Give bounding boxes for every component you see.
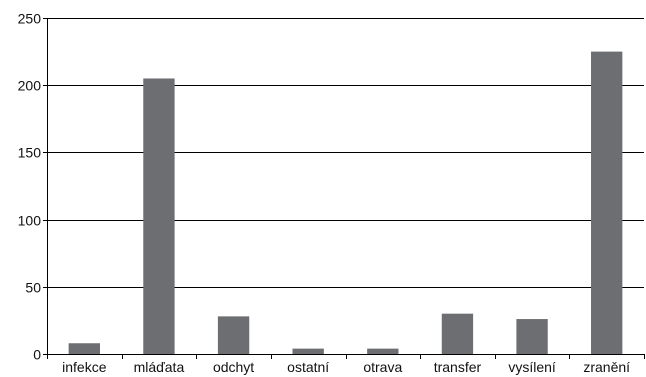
y-tick-label-0: 0 (33, 347, 41, 363)
x-category-label-zranění: zranění (583, 359, 630, 375)
gridlines (47, 18, 644, 288)
bar-vysílení (516, 319, 548, 354)
y-tick-label-50: 50 (25, 280, 41, 296)
x-category-label-vysílení: vysílení (508, 359, 556, 375)
x-category-label-infekce: infekce (62, 359, 107, 375)
bar-mláďata (143, 78, 175, 354)
axes (43, 18, 645, 359)
bar-otrava (367, 348, 399, 354)
bars (68, 51, 623, 354)
bar-infekce (68, 343, 100, 354)
y-tick-label-200: 200 (18, 78, 42, 94)
x-category-labels: infekce mláďata odchyt ostatní otrava transfe… (62, 359, 630, 375)
bar-ostatní (292, 348, 324, 354)
x-category-label-otrava: otrava (363, 359, 402, 375)
bar-transfer (441, 313, 474, 354)
x-category-label-odchyt: odchyt (213, 359, 254, 375)
x-category-label-mláďata: mláďata (134, 359, 185, 375)
y-tick-label-100: 100 (18, 213, 42, 229)
bar-odchyt (217, 316, 250, 354)
x-category-label-transfer: transfer (434, 359, 482, 375)
y-tick-labels: 0 50 100 150 200 250 (18, 11, 42, 363)
x-category-label-ostatní: ostatní (287, 359, 329, 375)
y-tick-label-250: 250 (18, 11, 42, 27)
y-tick-label-150: 150 (18, 145, 42, 161)
bar-zranění (591, 51, 623, 354)
